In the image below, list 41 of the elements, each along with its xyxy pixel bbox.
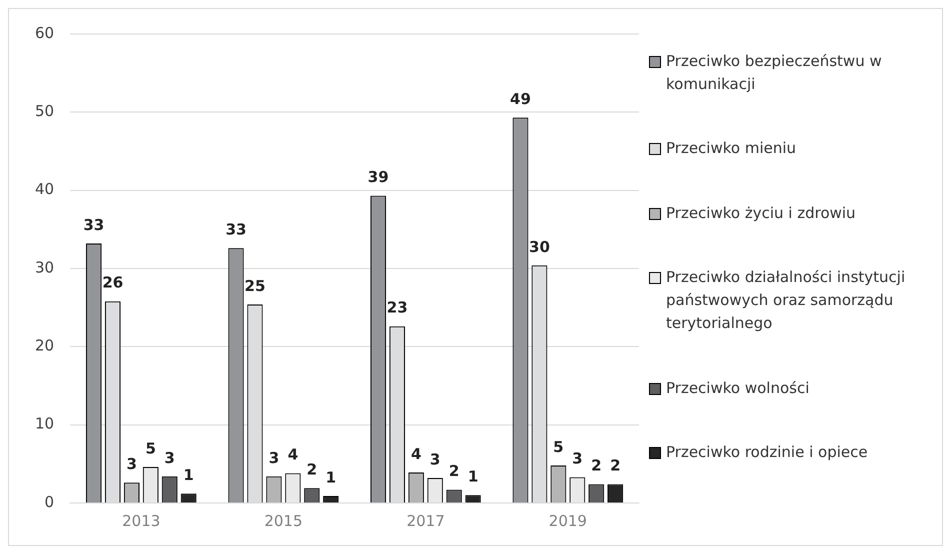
legend-label: Przeciwko życiu i zdrowiu [666, 202, 856, 224]
data-label: 3 [572, 450, 583, 468]
legend-label: Przeciwko działalności instytucji państwowych oraz samorządu terytorialnego [666, 267, 906, 334]
y-tick-label: 30 [34, 258, 54, 276]
x-tick-label: 2017 [406, 512, 445, 530]
data-label: 23 [386, 298, 408, 317]
data-label: 3 [164, 448, 175, 467]
legend-label: Przeciwko bezpieczeństwu w komunikacji [666, 50, 883, 95]
x-tick-label: 2013 [122, 512, 160, 530]
x-tick-label: 2019 [548, 512, 587, 530]
data-label: 1 [326, 468, 336, 486]
data-label: 25 [244, 276, 266, 295]
data-label: 3 [126, 455, 137, 474]
data-label: 3 [430, 450, 440, 468]
data-label: 1 [468, 468, 478, 486]
data-label: 30 [529, 238, 550, 256]
legend-label: Przeciwko wolności [666, 378, 810, 399]
y-tick-label: 60 [34, 24, 54, 42]
data-label: 2 [448, 462, 460, 480]
y-tick-label: 10 [34, 414, 54, 433]
data-label: 4 [410, 444, 422, 463]
y-tick-label: 40 [34, 180, 54, 198]
data-label: 39 [368, 168, 389, 186]
data-label: 26 [102, 274, 124, 292]
data-label: 2 [610, 456, 621, 475]
data-label: 4 [288, 446, 298, 464]
data-label: 1 [183, 466, 194, 484]
data-label: 5 [553, 438, 564, 456]
y-tick-label: 0 [44, 492, 54, 511]
x-tick-label: 2015 [264, 512, 303, 530]
data-label: 33 [83, 216, 104, 234]
legend-label: Przeciwko rodzinie i opiece [666, 442, 868, 464]
legend-label: Przeciwko mieniu [666, 138, 796, 160]
data-label: 3 [268, 448, 280, 467]
data-label: 5 [145, 439, 156, 458]
data-label: 2 [591, 456, 602, 475]
y-tick-label: 50 [34, 102, 54, 120]
data-label: 49 [510, 90, 531, 108]
data-label: 33 [226, 220, 246, 239]
data-label: 2 [306, 460, 318, 479]
y-tick-label: 20 [34, 336, 54, 355]
